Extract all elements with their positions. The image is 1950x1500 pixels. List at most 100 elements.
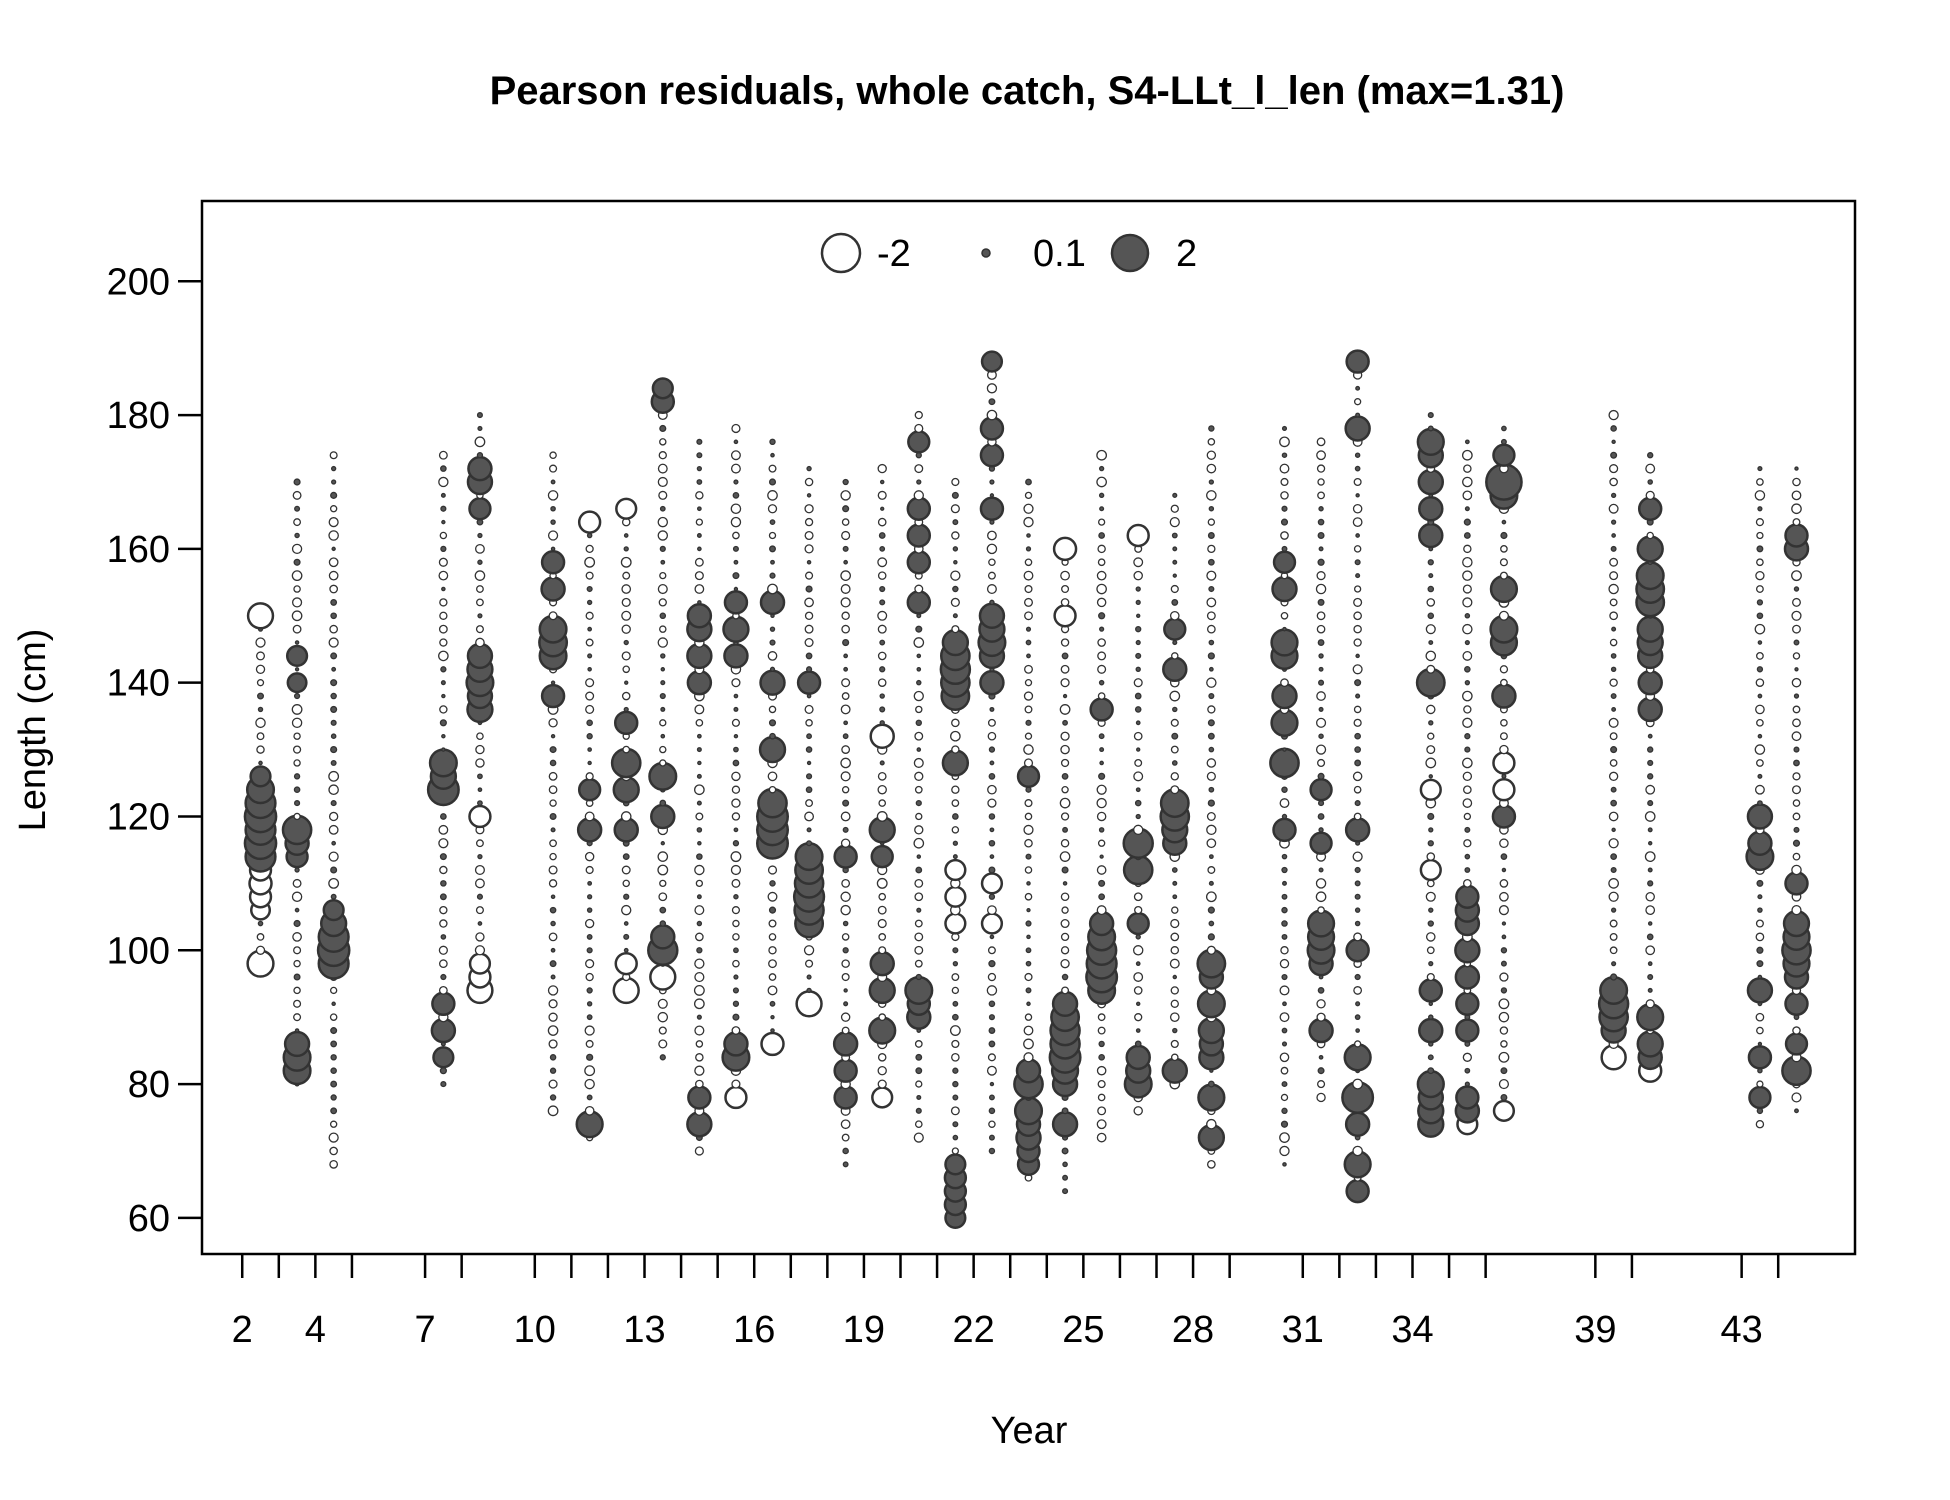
residual-bubble (842, 799, 850, 807)
residual-bubble (1637, 496, 1663, 521)
residual-bubble (441, 519, 446, 525)
residual-bubble (549, 960, 557, 968)
residual-bubble (1352, 851, 1363, 862)
residual-bubble (1060, 570, 1070, 581)
residual-bubble (441, 693, 446, 699)
residual-bubble (293, 558, 301, 566)
residual-bubble (951, 531, 960, 540)
residual-bubble (1062, 719, 1068, 726)
residual-bubble (1126, 523, 1150, 548)
residual-bubble (623, 639, 629, 646)
residual-bubble (1317, 478, 1325, 486)
residual-bubble (549, 906, 557, 914)
residual-bubble (1023, 758, 1034, 768)
residual-bubble (731, 718, 740, 727)
residual-bubble (548, 611, 558, 621)
residual-bubble (877, 463, 887, 474)
residual-bubble (952, 1080, 959, 1088)
residual-bubble (1756, 612, 1764, 620)
y-axis-label: Length (cm) (12, 629, 54, 832)
year-column-39.5 (1597, 409, 1630, 1071)
residual-bubble (1317, 1080, 1326, 1089)
residual-bubble (441, 733, 446, 739)
residual-bubble (950, 570, 961, 581)
residual-bubble (1428, 907, 1434, 913)
residual-bubble (659, 692, 666, 700)
residual-bubble (730, 851, 742, 863)
residual-bubble (621, 584, 632, 594)
residual-bubble (731, 785, 741, 794)
residual-bubble (440, 973, 447, 981)
residual-bubble (440, 813, 447, 820)
residual-bubble (840, 1012, 851, 1022)
residual-bubble (1051, 990, 1079, 1018)
residual-bubble (1096, 1132, 1107, 1143)
residual-bubble (659, 438, 667, 446)
residual-bubble (477, 559, 483, 565)
residual-bubble (1354, 1014, 1361, 1021)
residual-bubble (1747, 1045, 1773, 1070)
residual-bubble (1208, 425, 1215, 432)
residual-bubble (951, 986, 960, 995)
residual-bubble (475, 744, 485, 755)
residual-bubble (1492, 1099, 1516, 1122)
residual-bubble (1281, 1041, 1288, 1047)
year-column-10.5 (538, 451, 569, 1117)
residual-bubble (657, 637, 669, 648)
residual-bubble (330, 1040, 338, 1048)
residual-bubble (980, 912, 1004, 935)
residual-bubble (986, 985, 998, 996)
residual-bubble (770, 1028, 775, 1033)
residual-bubble (879, 666, 886, 673)
residual-bubble (1464, 733, 1471, 740)
residual-bubble (623, 546, 629, 552)
residual-bubble (257, 920, 264, 927)
residual-bubble (330, 465, 337, 472)
residual-bubble (914, 731, 924, 741)
residual-bubble (1169, 516, 1180, 528)
residual-bubble (770, 559, 775, 565)
residual-bubble (769, 1000, 776, 1007)
residual-bubble (951, 1053, 960, 1062)
residual-bubble (953, 560, 958, 565)
residual-bubble (694, 905, 705, 916)
residual-bubble (584, 1078, 595, 1090)
residual-bubble (477, 532, 483, 539)
residual-bubble (804, 611, 814, 620)
residual-bubble (806, 760, 812, 766)
residual-bubble (988, 1014, 995, 1021)
residual-bubble (794, 842, 824, 872)
residual-bubble (329, 584, 339, 594)
residual-bubble (1170, 932, 1180, 942)
residual-bubble (585, 772, 594, 781)
residual-bubble (1170, 999, 1179, 1008)
residual-bubble (1317, 813, 1325, 820)
residual-bubble (550, 733, 556, 739)
residual-bubble (843, 1001, 849, 1007)
y-tick-label-140: 140 (107, 663, 170, 705)
residual-bubble (1207, 933, 1215, 941)
residual-bubble (1133, 771, 1144, 782)
residual-bubble (585, 691, 595, 701)
residual-bubble (328, 784, 339, 796)
residual-bubble (879, 639, 886, 646)
residual-bubble (1462, 623, 1473, 635)
residual-bubble (1061, 866, 1069, 874)
residual-bubble (1500, 1040, 1508, 1048)
residual-bubble (331, 479, 337, 485)
residual-bubble (1756, 960, 1764, 968)
residual-bubble (1207, 518, 1216, 526)
residual-bubble (440, 880, 447, 887)
residual-bubble (659, 799, 667, 807)
residual-bubble (549, 1094, 557, 1101)
residual-bubble (294, 907, 300, 913)
legend-positive-marker (1110, 233, 1150, 273)
residual-bubble (1462, 556, 1473, 568)
residual-bubble (1282, 880, 1287, 886)
residual-bubble (697, 546, 702, 552)
residual-bubble (1354, 732, 1361, 740)
residual-bubble (1427, 559, 1434, 566)
residual-bubble (255, 945, 266, 955)
residual-bubble (1171, 906, 1179, 914)
y-axis: 60 80 100 120 140 160 180 200 (107, 261, 202, 1240)
